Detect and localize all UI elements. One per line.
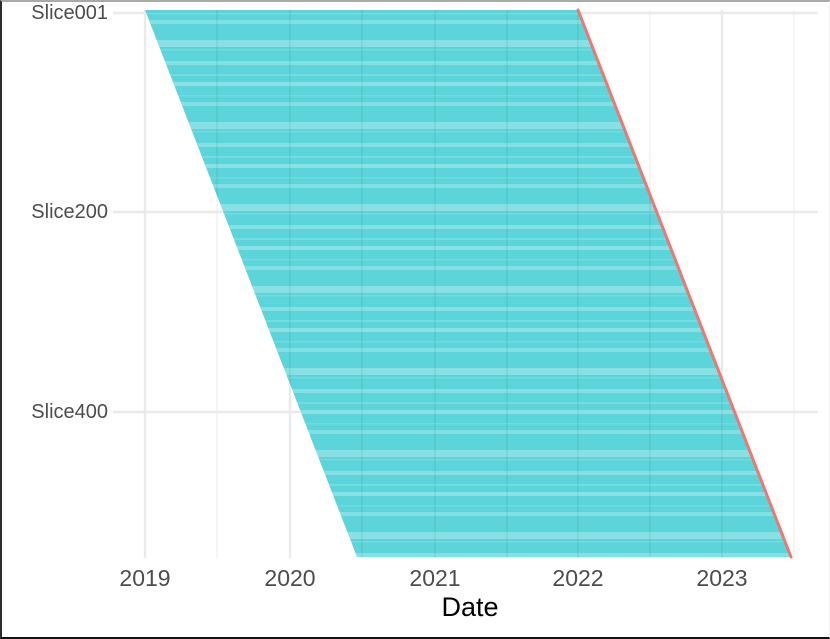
x-tick-2021: 2021 (409, 565, 460, 591)
x-tick-2022: 2022 (552, 565, 603, 591)
x-axis-tick-labels: 2019 2020 2021 2022 2023 (119, 565, 747, 591)
y-axis-tick-labels: Slice001 Slice200 Slice400 (31, 2, 108, 423)
y-tick-slice001: Slice001 (31, 2, 108, 24)
y-tick-slice400: Slice400 (31, 401, 108, 423)
y-tick-slice200: Slice200 (31, 201, 108, 223)
slice-coverage-band (145, 10, 791, 557)
x-axis-title: Date (441, 592, 498, 622)
x-tick-2019: 2019 (119, 565, 170, 591)
x-tick-2023: 2023 (696, 565, 747, 591)
slice-end-date-line (576, 8, 793, 559)
x-tick-2020: 2020 (264, 565, 315, 591)
